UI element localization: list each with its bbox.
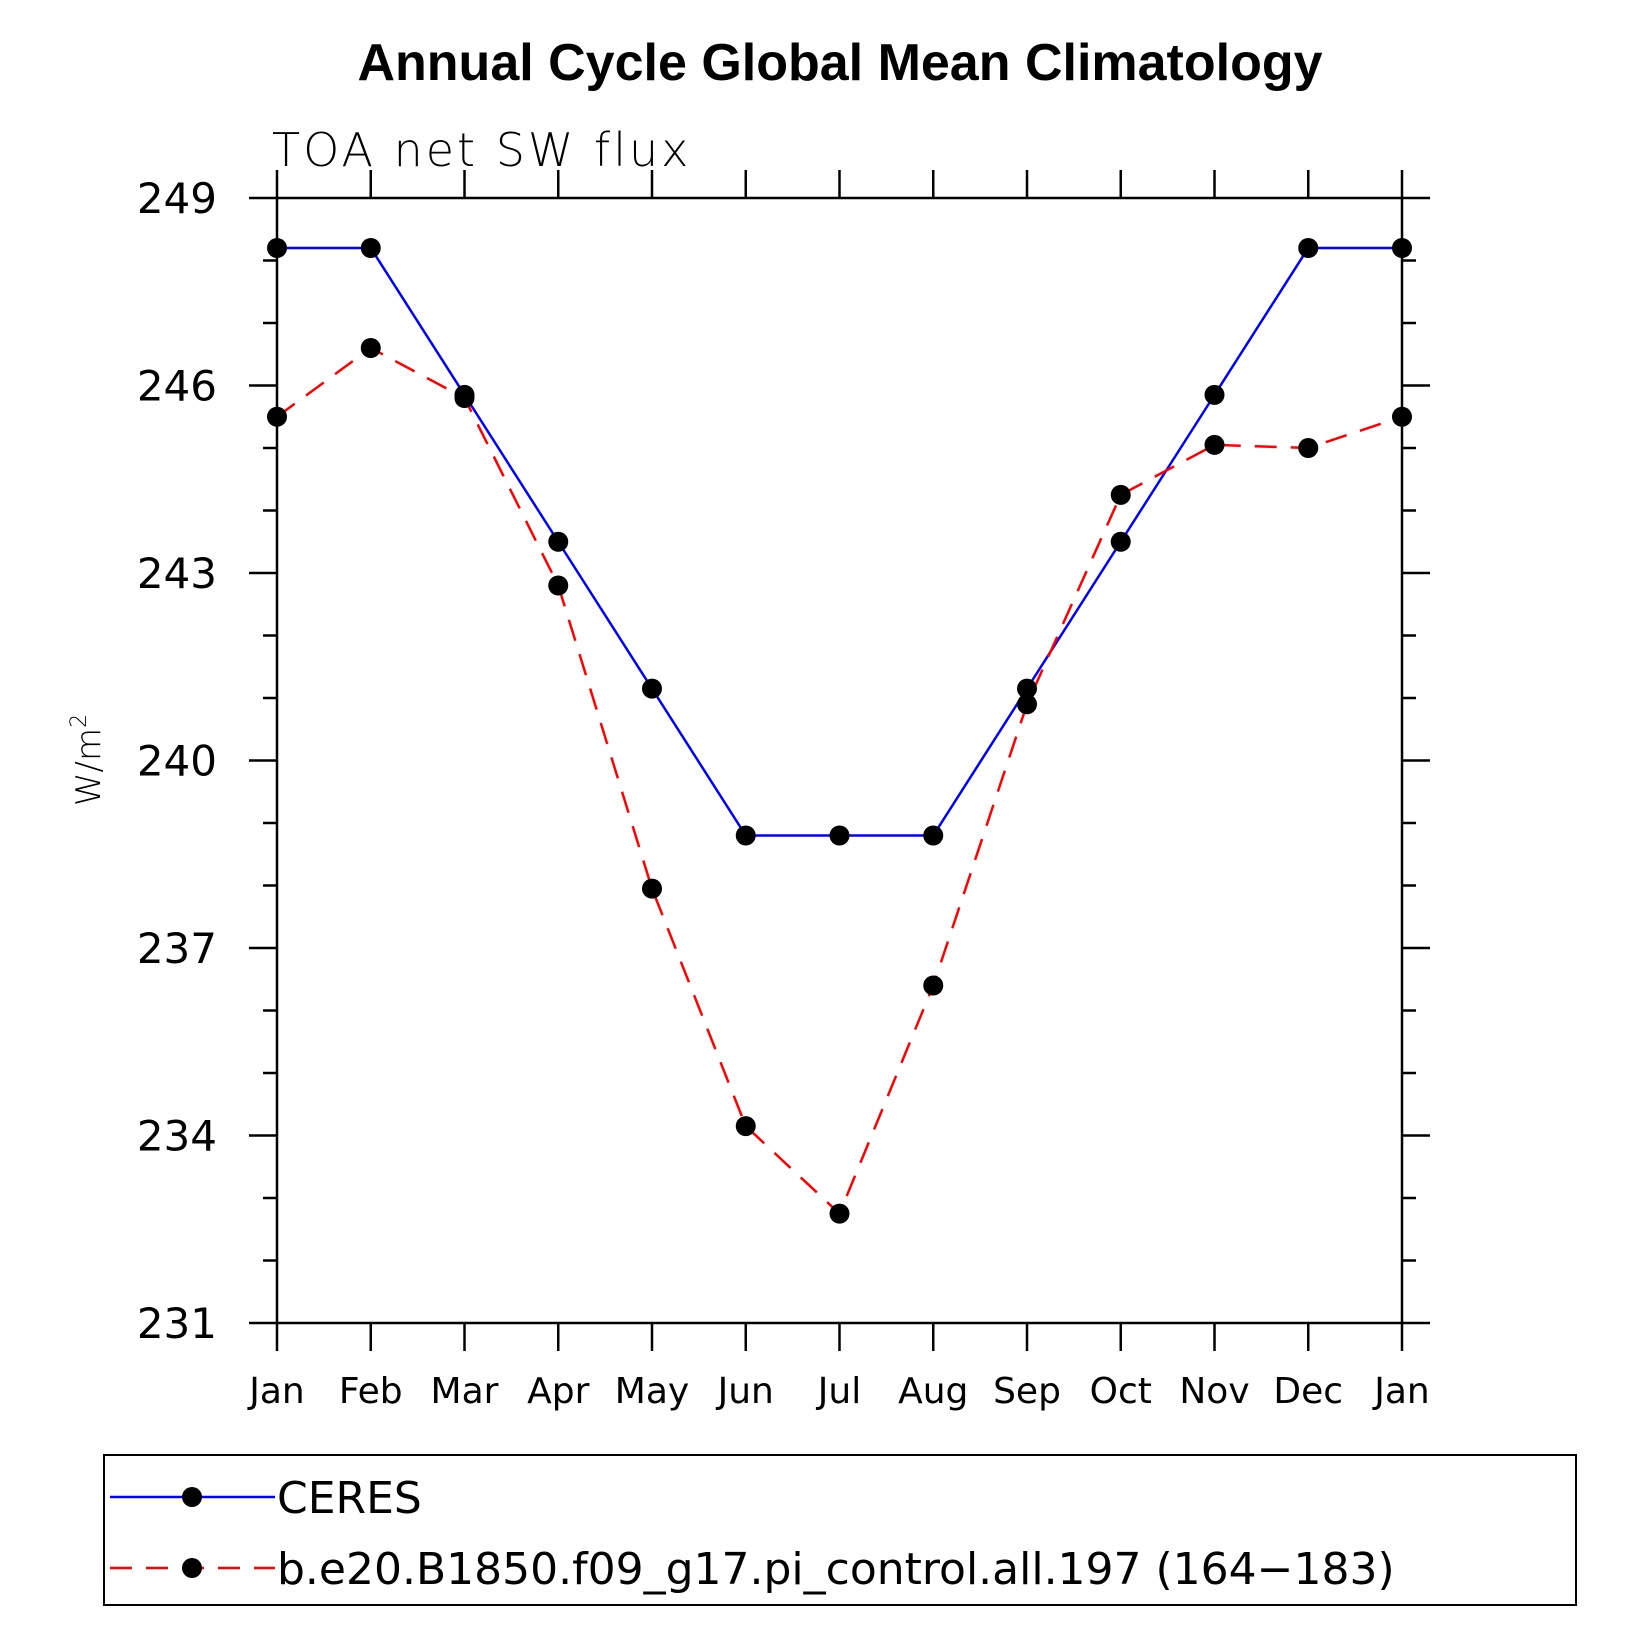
series-1-point xyxy=(923,975,944,996)
x-tick-label: May xyxy=(615,1371,689,1412)
series-1-point xyxy=(1392,406,1412,427)
x-tick-label: Nov xyxy=(1179,1371,1249,1412)
x-tick-label: Aug xyxy=(898,1371,968,1412)
y-tick-label: 240 xyxy=(137,737,217,786)
series-1-point xyxy=(642,878,662,899)
series-0-point xyxy=(1204,384,1225,405)
x-tick-labels: Jan Feb Mar Apr May Jun Jul Aug Sep Oct Nov Dec Jan xyxy=(247,1371,1430,1412)
series-1-point xyxy=(1017,694,1037,715)
y-tick-labels: 231 234 237 240 243 246 249 xyxy=(137,174,217,1348)
legend-label-ceres: CERES xyxy=(277,1473,422,1524)
y-axis-label: W/m xyxy=(69,728,109,806)
x-tick-label: Jun xyxy=(716,1371,774,1412)
series-0-point xyxy=(267,238,287,258)
series-1-point xyxy=(548,575,569,596)
x-tick-label: Jul xyxy=(816,1371,861,1412)
legend-label-model: b.e20.B1850.f09_g17.pi_control.all.197 (… xyxy=(277,1544,1395,1595)
series-0-point xyxy=(1298,238,1319,258)
y-axis-label-exponent: 2 xyxy=(67,714,92,728)
y-tick-label: 249 xyxy=(137,174,217,223)
series-1-point xyxy=(1110,484,1131,505)
x-tick-label: Oct xyxy=(1090,1371,1152,1412)
series-line-0 xyxy=(277,246,1402,837)
series-1-point xyxy=(735,1116,756,1137)
x-tick-label: Apr xyxy=(527,1371,589,1412)
y-tick-label: 237 xyxy=(137,924,217,973)
series-1-point xyxy=(1298,438,1319,458)
series-0-point xyxy=(735,825,756,846)
series-0-point xyxy=(548,531,569,552)
legend-marker-ceres xyxy=(182,1487,202,1507)
series-line-1 xyxy=(276,346,1403,1216)
y-tick-label: 243 xyxy=(137,549,217,598)
series-0-point xyxy=(642,678,662,699)
series-1-point xyxy=(267,406,287,427)
x-tick-label: Dec xyxy=(1273,1371,1343,1412)
legend: CERES b.e20.B1850.f09_g17.pi_control.all… xyxy=(103,1454,1577,1606)
legend-marker-model xyxy=(182,1558,202,1578)
x-tick-label: Mar xyxy=(431,1371,499,1412)
x-tick-label: Sep xyxy=(993,1371,1061,1412)
series-layer xyxy=(267,238,1412,1224)
series-0-point xyxy=(1017,678,1037,699)
chart-subtitle: TOA net SW flux xyxy=(272,123,691,177)
y-tick-label: 231 xyxy=(137,1299,217,1348)
series-0-point xyxy=(360,238,381,258)
series-0-point xyxy=(829,825,850,846)
x-tick-label: Jan xyxy=(247,1371,305,1412)
series-1-point xyxy=(360,338,381,358)
y-tick-label: 234 xyxy=(137,1112,217,1161)
series-0-point xyxy=(923,825,944,846)
y-axis-title: W/m2 xyxy=(67,714,109,806)
x-tick-label: Feb xyxy=(339,1371,403,1412)
series-1-point xyxy=(1204,434,1225,455)
axis-ticks xyxy=(249,170,1430,1351)
legend-box xyxy=(103,1454,1577,1606)
y-tick-label: 246 xyxy=(137,362,217,411)
series-0-point xyxy=(1110,531,1131,552)
series-1-point xyxy=(829,1203,850,1224)
chart-title: Annual Cycle Global Mean Climatology xyxy=(357,34,1322,92)
x-tick-label: Jan xyxy=(1372,1371,1430,1412)
series-1-point xyxy=(454,388,475,408)
svg-text:W/m2: W/m2 xyxy=(67,714,109,806)
series-0-point xyxy=(1392,238,1412,258)
